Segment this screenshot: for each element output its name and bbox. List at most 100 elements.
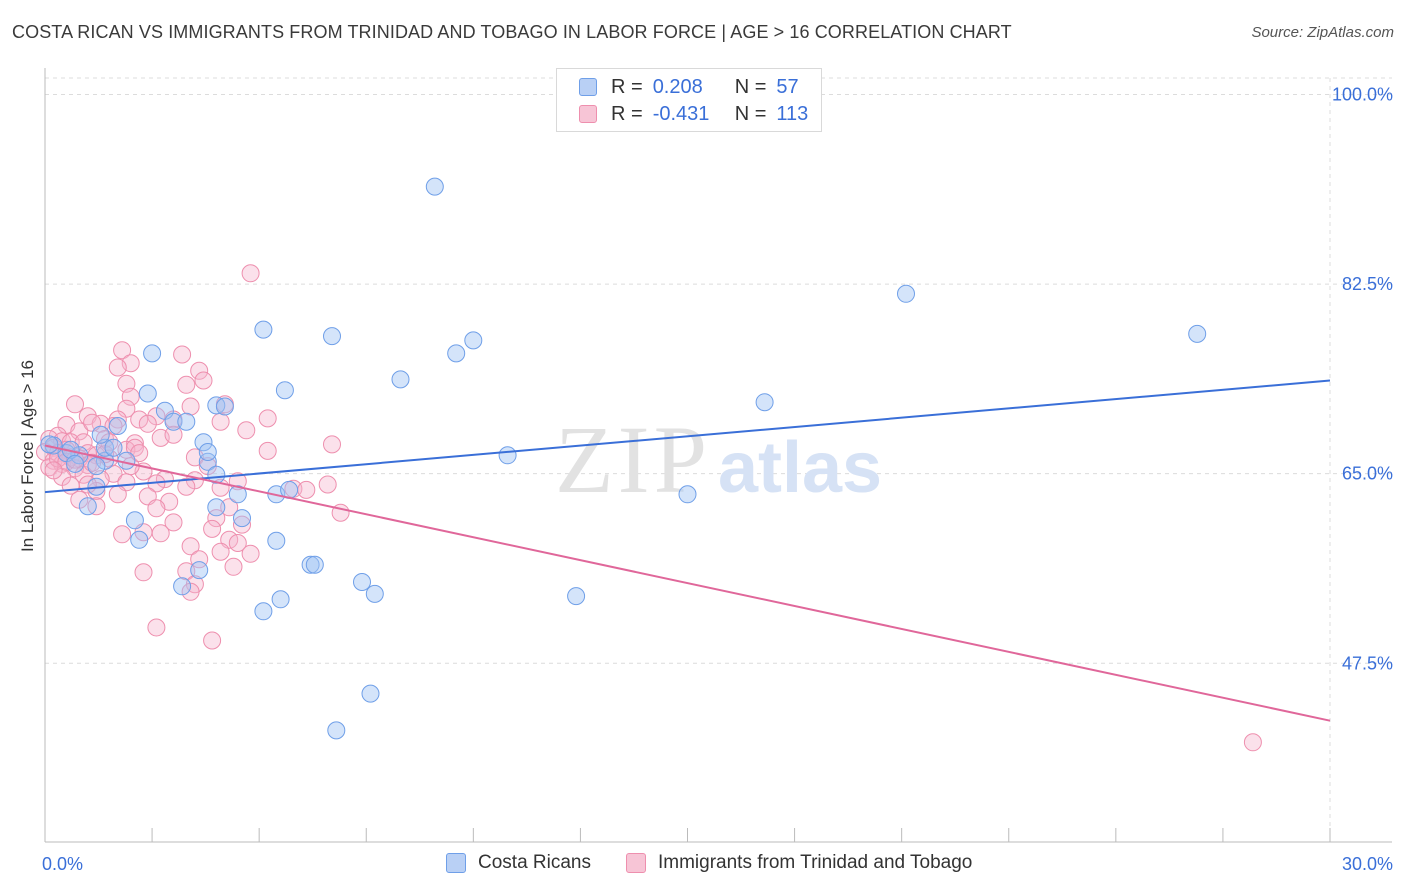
- point-costa-ricans: [361, 684, 380, 703]
- point-trinidad: [181, 397, 200, 416]
- point-costa-ricans: [425, 177, 444, 196]
- point-trinidad: [177, 375, 196, 394]
- point-trinidad: [323, 435, 341, 454]
- point-trinidad: [1243, 733, 1262, 752]
- point-costa-ricans: [353, 573, 371, 591]
- legend-r-value: -0.431: [652, 102, 710, 125]
- point-trinidad: [134, 563, 153, 582]
- point-trinidad: [151, 524, 170, 543]
- point-costa-ricans: [125, 511, 144, 530]
- point-trinidad: [258, 441, 277, 460]
- point-costa-ricans: [87, 457, 106, 476]
- point-trinidad: [228, 534, 247, 552]
- trend-line-costa-ricans: [44, 379, 1331, 494]
- source-credit: Source: ZipAtlas.com: [1251, 24, 1394, 41]
- point-costa-ricans: [498, 446, 517, 465]
- y-tick-label: 82.5%: [1342, 274, 1393, 294]
- point-trinidad: [181, 582, 200, 601]
- legend-item-trinidad[interactable]: Immigrants from Trinidad and Tobago: [626, 852, 972, 874]
- point-trinidad: [44, 461, 63, 480]
- point-trinidad: [108, 485, 127, 504]
- point-trinidad: [233, 515, 251, 534]
- series-legend: Costa Ricans Immigrants from Trinidad an…: [0, 852, 1406, 878]
- point-costa-ricans: [78, 497, 97, 516]
- point-trinidad: [177, 477, 196, 496]
- trend-line-trinidad: [44, 444, 1331, 722]
- point-costa-ricans: [464, 331, 483, 350]
- point-costa-ricans: [173, 577, 192, 596]
- point-costa-ricans: [275, 381, 294, 400]
- point-trinidad: [207, 509, 226, 528]
- point-costa-ricans: [164, 412, 183, 431]
- point-costa-ricans: [215, 397, 234, 416]
- point-costa-ricans: [254, 602, 273, 621]
- point-costa-ricans: [1188, 324, 1207, 343]
- x-tick-label: 30.0%: [1342, 854, 1393, 874]
- point-costa-ricans: [130, 530, 149, 549]
- correlation-legend: R = 0.208 N = 57 R = -0.431 N = 113: [556, 68, 822, 132]
- point-trinidad: [66, 395, 84, 414]
- point-costa-ricans: [143, 344, 162, 363]
- axes: [44, 68, 1392, 843]
- legend-r-label: R =: [611, 75, 643, 98]
- point-costa-ricans: [66, 454, 84, 473]
- legend-r-value: 0.208: [652, 75, 703, 98]
- legend-swatch-costa-ricans: [446, 853, 466, 873]
- point-costa-ricans: [138, 384, 157, 403]
- point-costa-ricans: [301, 555, 320, 574]
- point-trinidad: [224, 557, 243, 576]
- point-trinidad: [297, 480, 316, 499]
- point-costa-ricans: [190, 561, 209, 580]
- legend-item-costa-ricans[interactable]: Costa Ricans: [446, 852, 591, 874]
- point-costa-ricans: [391, 370, 410, 389]
- y-tick-label: 100.0%: [1332, 85, 1393, 105]
- point-costa-ricans: [207, 498, 226, 517]
- point-trinidad: [220, 498, 239, 517]
- legend-row-costa-ricans: R = 0.208 N = 57: [579, 75, 799, 99]
- legend-n-label: N =: [734, 102, 767, 125]
- point-costa-ricans: [233, 509, 251, 528]
- point-trinidad: [318, 475, 337, 494]
- point-costa-ricans: [327, 721, 346, 740]
- point-costa-ricans: [198, 452, 217, 471]
- point-costa-ricans: [305, 555, 324, 574]
- tick-labels: 100.0% 82.5% 65.0% 47.5% 0.0% 30.0%: [42, 85, 1393, 875]
- point-costa-ricans: [108, 417, 127, 435]
- point-trinidad: [241, 264, 260, 283]
- point-trinidad: [181, 537, 200, 556]
- point-costa-ricans: [447, 344, 466, 363]
- point-trinidad: [211, 542, 230, 561]
- point-costa-ricans: [323, 327, 341, 346]
- trend-lines: [44, 379, 1331, 722]
- x-tick-label: 0.0%: [42, 854, 83, 874]
- point-costa-ricans: [267, 531, 286, 550]
- point-trinidad: [147, 499, 166, 518]
- point-costa-ricans: [104, 438, 123, 457]
- y-tick-label: 47.5%: [1342, 653, 1393, 673]
- legend-swatch-trinidad: [579, 105, 597, 123]
- y-axis-label: In Labor Force | Age > 16: [18, 359, 37, 553]
- chart-title: COSTA RICAN VS IMMIGRANTS FROM TRINIDAD …: [12, 22, 1012, 42]
- point-costa-ricans: [897, 284, 915, 303]
- point-trinidad: [190, 361, 209, 380]
- point-costa-ricans: [567, 587, 586, 606]
- legend-row-trinidad: R = -0.431 N = 113: [579, 102, 808, 126]
- point-trinidad: [113, 341, 132, 360]
- legend-r-label: R =: [611, 102, 643, 125]
- point-trinidad: [190, 550, 209, 569]
- watermark-atlas: atlas: [718, 428, 882, 508]
- point-costa-ricans: [177, 412, 196, 431]
- point-trinidad: [194, 371, 213, 390]
- point-trinidad: [177, 562, 196, 581]
- y-tick-label: 65.0%: [1342, 464, 1393, 484]
- point-trinidad: [241, 544, 260, 563]
- point-costa-ricans: [194, 433, 213, 452]
- legend-n-value: 113: [776, 102, 809, 125]
- point-costa-ricans: [40, 435, 59, 454]
- point-costa-ricans: [365, 584, 384, 603]
- point-costa-ricans: [198, 443, 217, 461]
- point-costa-ricans: [254, 320, 273, 339]
- legend-swatch-trinidad: [626, 853, 646, 873]
- point-trinidad: [164, 513, 183, 532]
